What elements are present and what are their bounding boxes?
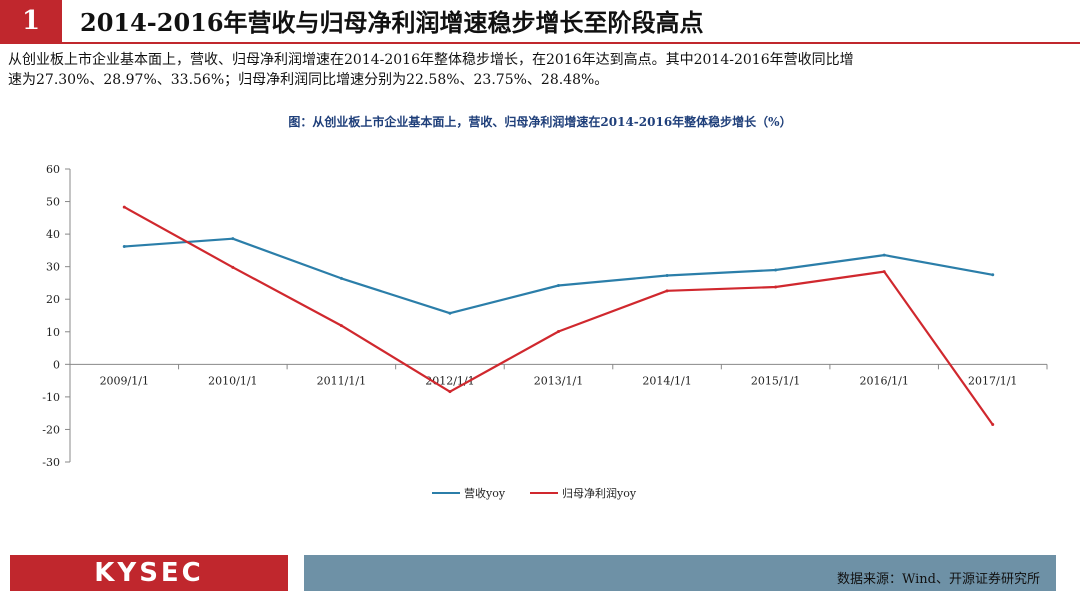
slide-number: 1 (0, 0, 62, 42)
data-point (448, 390, 452, 394)
data-point (231, 265, 235, 269)
data-point (882, 270, 886, 274)
footer-bar (304, 555, 1056, 591)
x-tick-label: 2014/1/1 (642, 374, 691, 387)
y-tick-label: -20 (42, 423, 60, 436)
y-tick-label: -30 (42, 456, 60, 469)
series-line-revenue-yoy (124, 237, 993, 315)
y-tick-label: 40 (46, 228, 60, 241)
description: 从创业板上市企业基本面上，营收、归母净利润增速在2014-2016年整体稳步增长… (8, 50, 1072, 90)
data-source: 数据来源：Wind、开源证券研究所 (837, 572, 1040, 587)
x-tick-label: 2017/1/1 (968, 374, 1017, 387)
data-point (122, 244, 126, 248)
series-line-net-profit-yoy (123, 206, 994, 426)
data-point (991, 423, 995, 427)
y-tick-label: 30 (46, 261, 60, 274)
x-tick-label: 2010/1/1 (208, 374, 257, 387)
y-tick-label: -10 (42, 391, 60, 404)
x-tick-label: 2013/1/1 (534, 374, 583, 387)
y-tick-label: 0 (53, 358, 60, 371)
data-point (991, 273, 995, 277)
data-point (339, 276, 343, 280)
data-point (557, 284, 560, 288)
y-tick-label: 10 (46, 326, 60, 339)
data-point (665, 289, 669, 293)
y-tick-label: 20 (46, 293, 60, 306)
chart-title: 图：从创业板上市企业基本面上，营收、归母净利润增速在2014-2016年整体稳步… (288, 115, 792, 129)
description-line-1: 从创业板上市企业基本面上，营收、归母净利润增速在2014-2016年整体稳步增长… (8, 52, 854, 68)
data-point (339, 324, 343, 328)
x-tick-label: 2009/1/1 (100, 374, 149, 387)
data-point (448, 311, 452, 315)
logo-text: KYSEC (94, 558, 204, 588)
data-point (774, 268, 778, 272)
kysec-logo: KYSEC (10, 555, 288, 591)
title-divider (0, 42, 1080, 44)
y-tick-label: 60 (46, 163, 60, 176)
data-point (774, 285, 778, 289)
data-point (665, 273, 669, 277)
slide-title: 2014-2016年营收与归母净利润增速稳步增长至阶段高点 (80, 8, 704, 37)
data-point (122, 205, 126, 209)
x-tick-label: 2011/1/1 (317, 374, 366, 387)
legend-label: 归母净利润yoy (562, 486, 637, 500)
x-tick-label: 2015/1/1 (751, 374, 800, 387)
x-tick-label: 2016/1/1 (859, 374, 908, 387)
legend-label: 营收yoy (464, 486, 506, 500)
line-chart: 60 50 40 30 20 10 0 -10 -20 -30 2009/1/1 2010/1/1 20… (42, 163, 1048, 500)
y-tick-label: 50 (46, 196, 60, 209)
data-point (557, 329, 560, 333)
data-point (882, 253, 886, 257)
description-line-2: 速为27.30%、28.97%、33.56%；归母净利润同比增速分别为22.58… (8, 72, 609, 88)
data-point (231, 237, 235, 241)
